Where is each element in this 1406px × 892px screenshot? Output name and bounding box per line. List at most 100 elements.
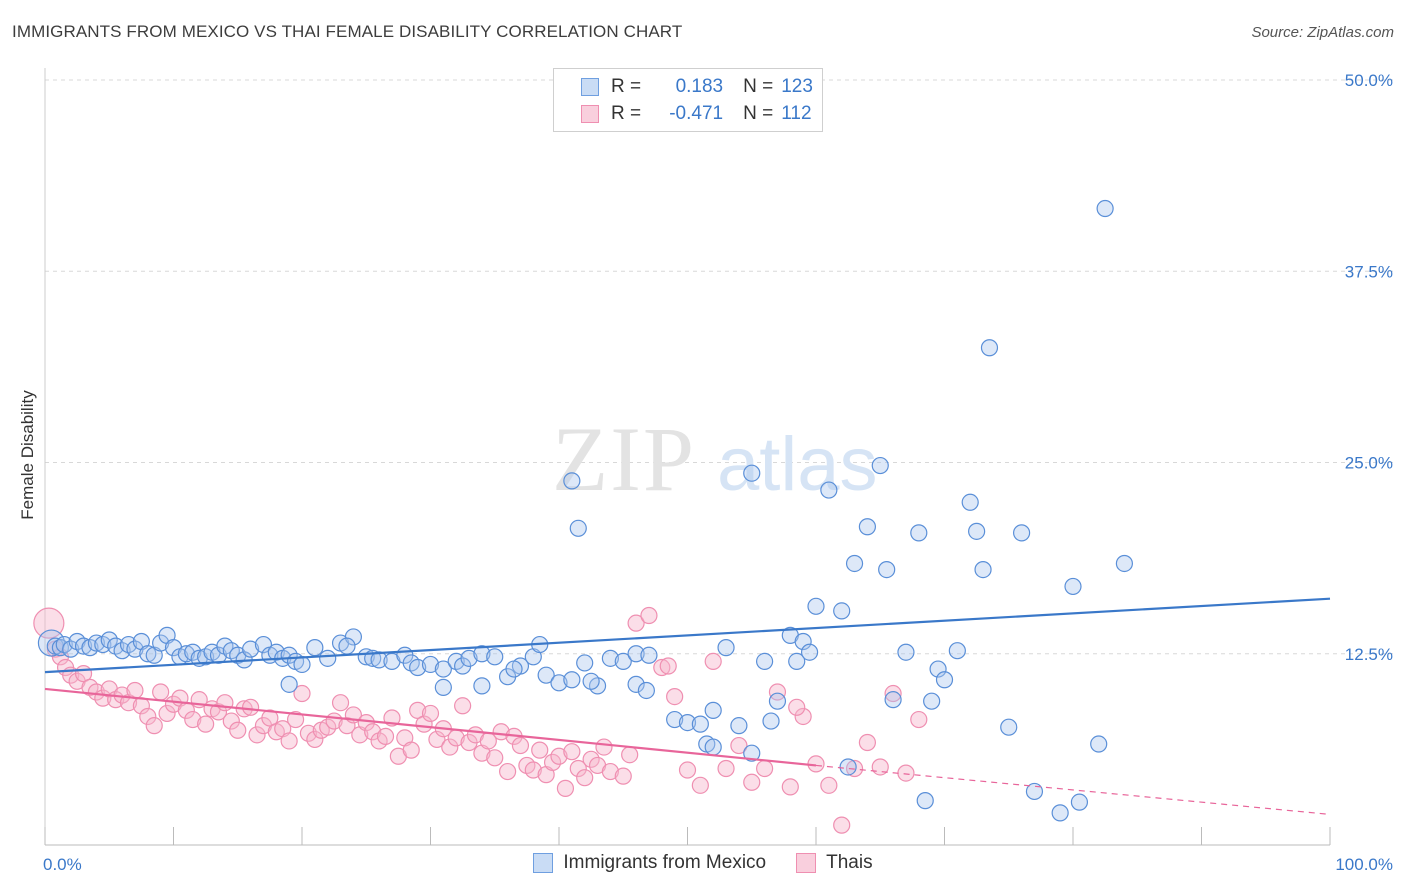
n-value: 123 xyxy=(781,76,813,97)
data-point-thais xyxy=(601,762,620,781)
data-point-thais xyxy=(653,658,671,677)
data-point-mexico xyxy=(910,524,928,542)
watermark-zip: ZIP xyxy=(552,408,696,510)
data-point-mexico xyxy=(550,674,568,692)
data-point-thais xyxy=(248,726,266,744)
data-point-thais xyxy=(87,683,106,701)
data-point-thais xyxy=(768,683,787,701)
data-point-thais xyxy=(884,684,902,703)
data-point-mexico xyxy=(678,713,697,732)
data-point-mexico xyxy=(473,677,491,695)
data-point-mexico xyxy=(421,655,440,674)
legend-label-thais: Thais xyxy=(826,852,873,873)
data-point-thais xyxy=(833,816,851,834)
data-point-mexico xyxy=(319,649,337,667)
data-point-thais xyxy=(621,746,639,764)
data-point-thais xyxy=(306,730,324,749)
source-label: Source: ZipAtlas.com xyxy=(1251,24,1394,41)
data-point-mexico xyxy=(434,678,452,697)
n-label: N = xyxy=(743,76,774,97)
data-point-thais xyxy=(666,687,684,706)
data-point-mexico xyxy=(87,634,106,652)
data-point-mexico xyxy=(878,560,896,579)
legend-item-thais[interactable]: Thais xyxy=(796,852,873,874)
data-point-mexico xyxy=(961,493,979,511)
axes xyxy=(44,68,1331,846)
data-point-thais xyxy=(511,736,530,755)
data-point-mexico xyxy=(184,643,202,661)
data-point-thais xyxy=(158,704,176,723)
data-point-thais xyxy=(730,736,748,755)
data-point-thais xyxy=(486,749,504,767)
data-point-mexico xyxy=(1096,199,1114,218)
data-point-thais xyxy=(640,606,658,625)
data-point-thais xyxy=(197,715,215,733)
data-point-thais xyxy=(409,701,427,719)
data-point-mexico xyxy=(788,652,806,671)
data-point-mexico xyxy=(434,660,452,678)
data-point-mexico xyxy=(884,691,902,709)
data-point-mexico xyxy=(858,518,877,536)
y-tick-label: 50.0% xyxy=(1345,71,1393,90)
data-point-mexico xyxy=(582,672,600,690)
data-point-mexico xyxy=(1090,735,1108,753)
data-point-thais xyxy=(454,697,472,715)
data-point-thais xyxy=(659,657,677,675)
data-point-thais xyxy=(209,703,228,721)
data-point-mexico xyxy=(929,660,947,678)
series-legend: Immigrants from Mexico Thais xyxy=(0,852,1406,874)
data-point-mexico xyxy=(344,628,362,646)
data-point-thais xyxy=(139,707,157,726)
mexico-points xyxy=(37,199,1134,822)
data-point-thais xyxy=(184,710,202,729)
data-point-thais xyxy=(743,773,761,791)
data-point-thais xyxy=(614,767,632,785)
tick-labels: 12.5% 25.0% 37.5% 50.0% 0.0% 100.0% xyxy=(43,71,1393,874)
data-point-mexico xyxy=(505,660,523,678)
data-point-mexico xyxy=(139,645,157,663)
data-point-mexico xyxy=(267,643,285,661)
data-point-thais xyxy=(299,724,318,742)
chart-title: IMMIGRANTS FROM MEXICO VS THAI FEMALE DI… xyxy=(12,22,683,41)
data-point-mexico xyxy=(537,666,555,684)
data-point-mexico xyxy=(1000,718,1018,736)
stats-row-mexico: R = 0.183 N = 123 xyxy=(554,74,813,100)
data-point-thais xyxy=(286,710,305,729)
data-point-mexico xyxy=(177,645,195,663)
data-point-thais xyxy=(820,776,838,794)
data-point-mexico xyxy=(627,645,645,663)
data-point-mexico xyxy=(473,645,491,663)
legend-item-mexico[interactable]: Immigrants from Mexico xyxy=(533,852,766,874)
data-point-mexico xyxy=(948,642,966,660)
data-point-thais xyxy=(319,718,337,736)
data-point-mexico xyxy=(717,639,735,657)
grid xyxy=(45,79,1395,655)
data-point-thais xyxy=(152,683,170,701)
data-point-thais xyxy=(582,750,600,768)
data-point-mexico xyxy=(871,456,889,475)
data-point-mexico xyxy=(113,642,131,660)
data-point-mexico xyxy=(768,692,787,710)
data-point-thais xyxy=(563,743,581,761)
data-point-thais xyxy=(222,712,240,730)
data-point-mexico xyxy=(704,738,722,756)
data-point-thais xyxy=(543,753,562,771)
data-point-thais xyxy=(261,709,279,727)
trend-line-thais xyxy=(44,687,817,767)
trend-lines xyxy=(44,597,1331,815)
data-point-mexico xyxy=(923,692,941,710)
x-tick-label: 0.0% xyxy=(43,855,82,874)
data-point-mexico xyxy=(627,675,645,693)
data-point-mexico xyxy=(935,671,954,689)
data-point-mexico xyxy=(730,717,748,735)
data-point-mexico xyxy=(839,758,857,776)
data-point-mexico xyxy=(794,632,812,651)
data-point-mexico xyxy=(1051,804,1069,822)
data-point-mexico xyxy=(640,646,658,664)
thais-swatch xyxy=(581,105,599,123)
r-value: 0.183 xyxy=(675,76,724,97)
data-point-thais xyxy=(569,759,587,778)
data-point-thais xyxy=(704,652,722,671)
data-point-mexico xyxy=(460,649,478,667)
